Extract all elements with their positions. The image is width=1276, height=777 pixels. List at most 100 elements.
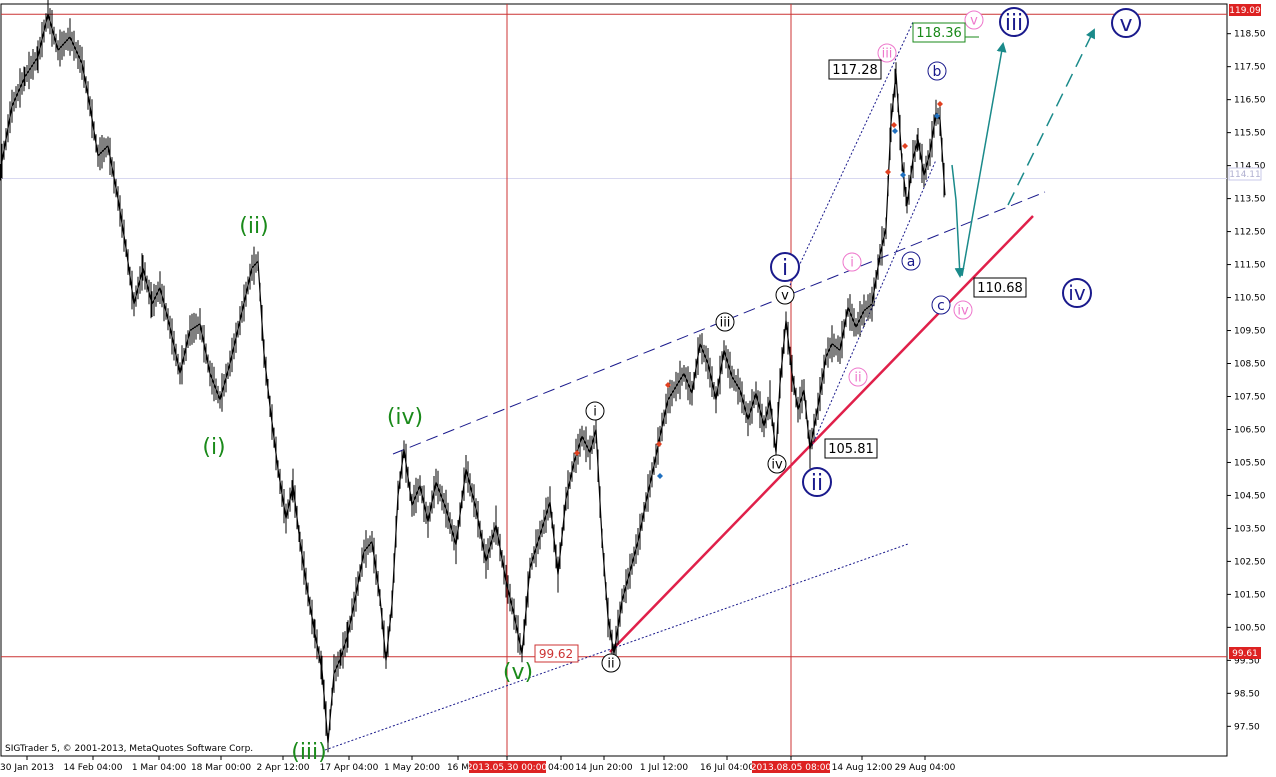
- current-price-mark: 114.11: [1229, 170, 1261, 180]
- navy-wave-b-circle: [927, 61, 947, 81]
- y-tick-label: 105.50: [1234, 458, 1266, 468]
- x-tick-label: 14 Jun 20:00: [575, 763, 632, 773]
- pink-wave-ii-circle: [848, 367, 868, 387]
- x-tick-label: 17 Apr 04:00: [320, 763, 379, 773]
- time-axis-highlights: 2013.05.30 00:00 2013.08.05 08:00: [467, 761, 832, 773]
- order-marker: [656, 441, 662, 447]
- y-tick-label: 103.50: [1234, 524, 1266, 534]
- y-tick-label: 99.50: [1234, 656, 1260, 666]
- y-tick-label: 107.50: [1234, 392, 1266, 402]
- price-axis: 118.50 117.50 116.50 115.50 114.50 113.50 112.…: [1227, 30, 1266, 732]
- x-tick-label: 2 Apr 12:00: [257, 763, 310, 773]
- plot-frame: [0, 3, 1228, 757]
- y-tick-label: 113.50: [1234, 195, 1266, 205]
- y-tick-label: 97.50: [1234, 722, 1260, 732]
- pink-wave-iv: iv: [957, 304, 969, 319]
- pink-wave-iii-circle: [877, 43, 897, 63]
- order-marker: [885, 169, 891, 175]
- navy-wave-c-circle: [931, 295, 951, 315]
- navy-wave-i: i: [782, 256, 788, 281]
- black-wave-i: i: [593, 405, 597, 420]
- navy-wave-iv: iv: [1068, 281, 1086, 305]
- pink-wave-ii: ii: [854, 371, 861, 386]
- black-wave-i-circle: [585, 401, 605, 421]
- order-marker: [902, 143, 908, 149]
- order-marker: [934, 113, 940, 119]
- order-marker: [937, 101, 943, 107]
- black-wave-iii: iii: [720, 316, 731, 331]
- navy-wave-ii: ii: [811, 471, 823, 496]
- navy-wave-iii: iii: [1005, 11, 1023, 36]
- y-tick-label: 118.50: [1234, 30, 1266, 40]
- navy-wave-a: a: [907, 254, 916, 270]
- time-axis: 30 Jan 2013 14 Feb 04:00 1 Mar 04:00 18 Mar…: [0, 756, 956, 773]
- x-tick-label: 1 May 20:00: [384, 763, 440, 773]
- y-tick-label: 106.50: [1234, 425, 1266, 435]
- top-price-mark: 119.09: [1229, 6, 1261, 16]
- black-wave-ii-circle: [601, 653, 621, 673]
- x-tick-label: 1 Mar 04:00: [132, 763, 187, 773]
- vertical-markers: [506, 4, 792, 756]
- black-wave-iv: iv: [771, 458, 783, 473]
- dashed-up-arrow: [1007, 28, 1095, 206]
- x-tick-label: 30 Jan 2013: [0, 763, 54, 773]
- right-price-marks: 119.09 114.11 99.61: [1228, 4, 1262, 659]
- projection-line-1: [784, 21, 914, 297]
- time-highlight-1: 2013.05.30 00:00: [467, 763, 548, 773]
- black-wave-iii-circle: [715, 312, 735, 332]
- x-tick-label: 1 Jul 12:00: [640, 763, 689, 773]
- x-tick-label: 14 Aug 12:00: [832, 763, 893, 773]
- y-tick-label: 98.50: [1234, 689, 1260, 699]
- green-wave-i: (i): [202, 435, 225, 460]
- green-wave-iii: (iii): [291, 740, 327, 765]
- support-trendline: [609, 215, 1034, 653]
- y-tick-label: 108.50: [1234, 360, 1266, 370]
- order-marker: [892, 128, 898, 134]
- y-tick-label: 115.50: [1234, 129, 1266, 139]
- price-label-110-68: 110.68: [973, 277, 1027, 298]
- y-tick-label: 102.50: [1234, 557, 1266, 567]
- pink-wave-iv-circle: [953, 300, 973, 320]
- time-highlight-2: 2013.08.05 08:00: [751, 763, 832, 773]
- price-label-text: 110.68: [977, 281, 1023, 296]
- navy-wave-i-circle: [770, 252, 800, 282]
- black-wave-v: v: [781, 289, 789, 304]
- down-arrow: [951, 164, 965, 278]
- black-wave-v-circle: [775, 285, 795, 305]
- price-label-117-28: 117.28: [828, 59, 882, 80]
- black-wave-ii: ii: [607, 657, 614, 672]
- order-marker: [657, 473, 663, 479]
- up-arrow: [961, 42, 1007, 277]
- navy-wave-iv-circle: [1062, 278, 1092, 308]
- copyright-text: SIGTrader 5, © 2001-2013, MetaQuotes Sof…: [5, 744, 253, 754]
- y-tick-label: 117.50: [1234, 63, 1266, 73]
- y-tick-label: 109.50: [1234, 327, 1266, 337]
- y-tick-label: 114.50: [1234, 162, 1266, 172]
- order-marker: [574, 450, 580, 456]
- x-tick-label: 16 Jul 04:00: [700, 763, 754, 773]
- y-tick-label: 100.50: [1234, 623, 1266, 633]
- navy-wave-v-circle: [1111, 8, 1141, 38]
- price-label-105-81: 105.81: [824, 438, 878, 459]
- order-marker: [891, 122, 897, 128]
- x-tick-label: 16 M: [447, 763, 469, 773]
- price-label-text: 99.62: [539, 647, 573, 661]
- green-wave-iv: (iv): [387, 405, 423, 430]
- navy-wave-c: c: [937, 298, 945, 314]
- green-wave-v: (v): [503, 660, 533, 685]
- y-tick-label: 111.50: [1234, 261, 1266, 271]
- y-tick-label: 101.50: [1234, 590, 1266, 600]
- pink-wave-i: i: [850, 256, 854, 271]
- pink-wave-iii: iii: [882, 47, 893, 62]
- low-price-mark: 99.61: [1232, 649, 1258, 659]
- x-tick-label: 04:00: [548, 763, 574, 773]
- navy-wave-v: v: [1119, 12, 1132, 37]
- pink-wave-v: v: [970, 14, 978, 29]
- y-tick-label: 112.50: [1234, 228, 1266, 238]
- y-tick-label: 116.50: [1234, 96, 1266, 106]
- x-tick-label: 14 Feb 04:00: [63, 763, 122, 773]
- navy-wave-iii-circle: [999, 7, 1029, 37]
- order-marker: [900, 172, 906, 178]
- price-label-text: 117.28: [832, 63, 878, 78]
